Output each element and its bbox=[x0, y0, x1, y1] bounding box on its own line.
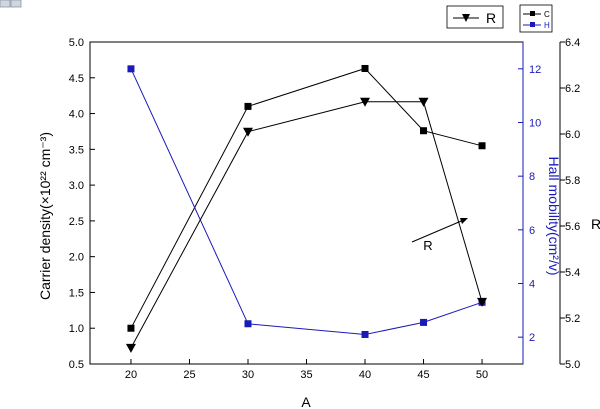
series-r-point bbox=[418, 97, 429, 107]
y-left-tick-label: 3.5 bbox=[69, 144, 84, 156]
y-left-tick-label: 4.5 bbox=[69, 73, 84, 85]
y-right-tick-label: 6 bbox=[529, 225, 535, 237]
y-left-tick-label: 1.5 bbox=[69, 287, 84, 299]
legend-c-label: C bbox=[544, 10, 550, 19]
x-tick-label: 25 bbox=[183, 369, 195, 381]
series-c-point bbox=[127, 324, 135, 332]
annotation-arrowhead bbox=[460, 218, 468, 224]
annotation-arrow bbox=[411, 218, 467, 243]
y-left-tick-label: 3.0 bbox=[69, 180, 84, 192]
legend-r: R bbox=[446, 5, 504, 29]
series-c-point bbox=[420, 127, 428, 135]
y-left-tick-label: 2.5 bbox=[69, 216, 84, 228]
x-tick-label: 30 bbox=[242, 369, 254, 381]
y-left-tick-label: 5.0 bbox=[69, 37, 84, 49]
y-left-tick-label: 1.0 bbox=[69, 323, 84, 335]
x-tick-label: 35 bbox=[300, 369, 312, 381]
x-axis-label: A bbox=[301, 394, 311, 409]
series-c-point bbox=[244, 102, 252, 110]
series-layer bbox=[125, 64, 488, 353]
series-h-point bbox=[361, 330, 369, 338]
series-r-line bbox=[130, 101, 483, 349]
series-h-point bbox=[420, 318, 428, 326]
x-tick-label: 40 bbox=[359, 369, 371, 381]
window-corner-icon[interactable] bbox=[0, 0, 22, 8]
y-far-right-tick-label: 5.6 bbox=[565, 221, 580, 233]
y-left-axis-ticks: 0.5 1.0 1.5 2.0 2.5 3.0 3.5 4.0 4.5 5.0 bbox=[69, 37, 95, 371]
y-far-right-tick-label: 6.0 bbox=[565, 129, 580, 141]
series-c-point bbox=[478, 142, 486, 150]
y-far-right-tick-label: 5.0 bbox=[565, 359, 580, 371]
y-far-right-tick-label: 6.4 bbox=[565, 37, 580, 49]
series-h-point bbox=[127, 65, 135, 73]
series-r-point bbox=[125, 343, 136, 353]
y-right-axis-label: Hall mobility(cm²/v) bbox=[546, 157, 562, 276]
legend-ch: C H bbox=[519, 4, 553, 33]
series-h-point bbox=[244, 320, 252, 328]
y-far-right-axis-label: R bbox=[591, 216, 600, 232]
x-axis-ticks: 20 25 30 35 40 45 50 bbox=[125, 359, 488, 381]
y-left-tick-label: 2.0 bbox=[69, 252, 84, 264]
series-r-point bbox=[360, 97, 371, 107]
y-right-tick-label: 10 bbox=[529, 118, 541, 130]
series-r-point bbox=[242, 127, 253, 137]
series-r-point bbox=[477, 297, 488, 307]
y-right-tick-label: 4 bbox=[529, 279, 535, 291]
x-tick-label: 50 bbox=[476, 369, 488, 381]
y-far-right-tick-label: 5.8 bbox=[565, 175, 580, 187]
y-far-right-tick-label: 5.4 bbox=[565, 267, 580, 279]
x-tick-label: 45 bbox=[417, 369, 429, 381]
series-c-line bbox=[130, 67, 483, 329]
y-far-right-tick-label: 5.2 bbox=[565, 313, 580, 325]
y-left-axis-label: Carrier density(×10²² cm⁻³) bbox=[37, 132, 53, 300]
y-right-axis-ticks: 2 4 6 8 10 12 bbox=[518, 64, 541, 344]
y-far-right-axis-ticks: 5.0 5.2 5.4 5.6 5.8 6.0 6.2 6.4 bbox=[560, 37, 580, 371]
y-right-tick-label: 2 bbox=[529, 332, 535, 344]
series-c-point bbox=[361, 64, 369, 72]
y-left-tick-label: 0.5 bbox=[69, 359, 84, 371]
series-h-line bbox=[130, 68, 483, 336]
legend-h-label: H bbox=[544, 21, 550, 30]
r-annotation: R bbox=[411, 218, 468, 253]
x-tick-label: 20 bbox=[125, 369, 137, 381]
y-far-right-tick-label: 6.2 bbox=[565, 83, 580, 95]
y-left-tick-label: 4.0 bbox=[69, 109, 84, 121]
plot-frame bbox=[89, 41, 524, 365]
legend-r-label: R bbox=[486, 10, 496, 26]
y-right-tick-label: 8 bbox=[529, 171, 535, 183]
y-right-tick-label: 12 bbox=[529, 64, 541, 76]
annotation-label: R bbox=[423, 238, 432, 253]
